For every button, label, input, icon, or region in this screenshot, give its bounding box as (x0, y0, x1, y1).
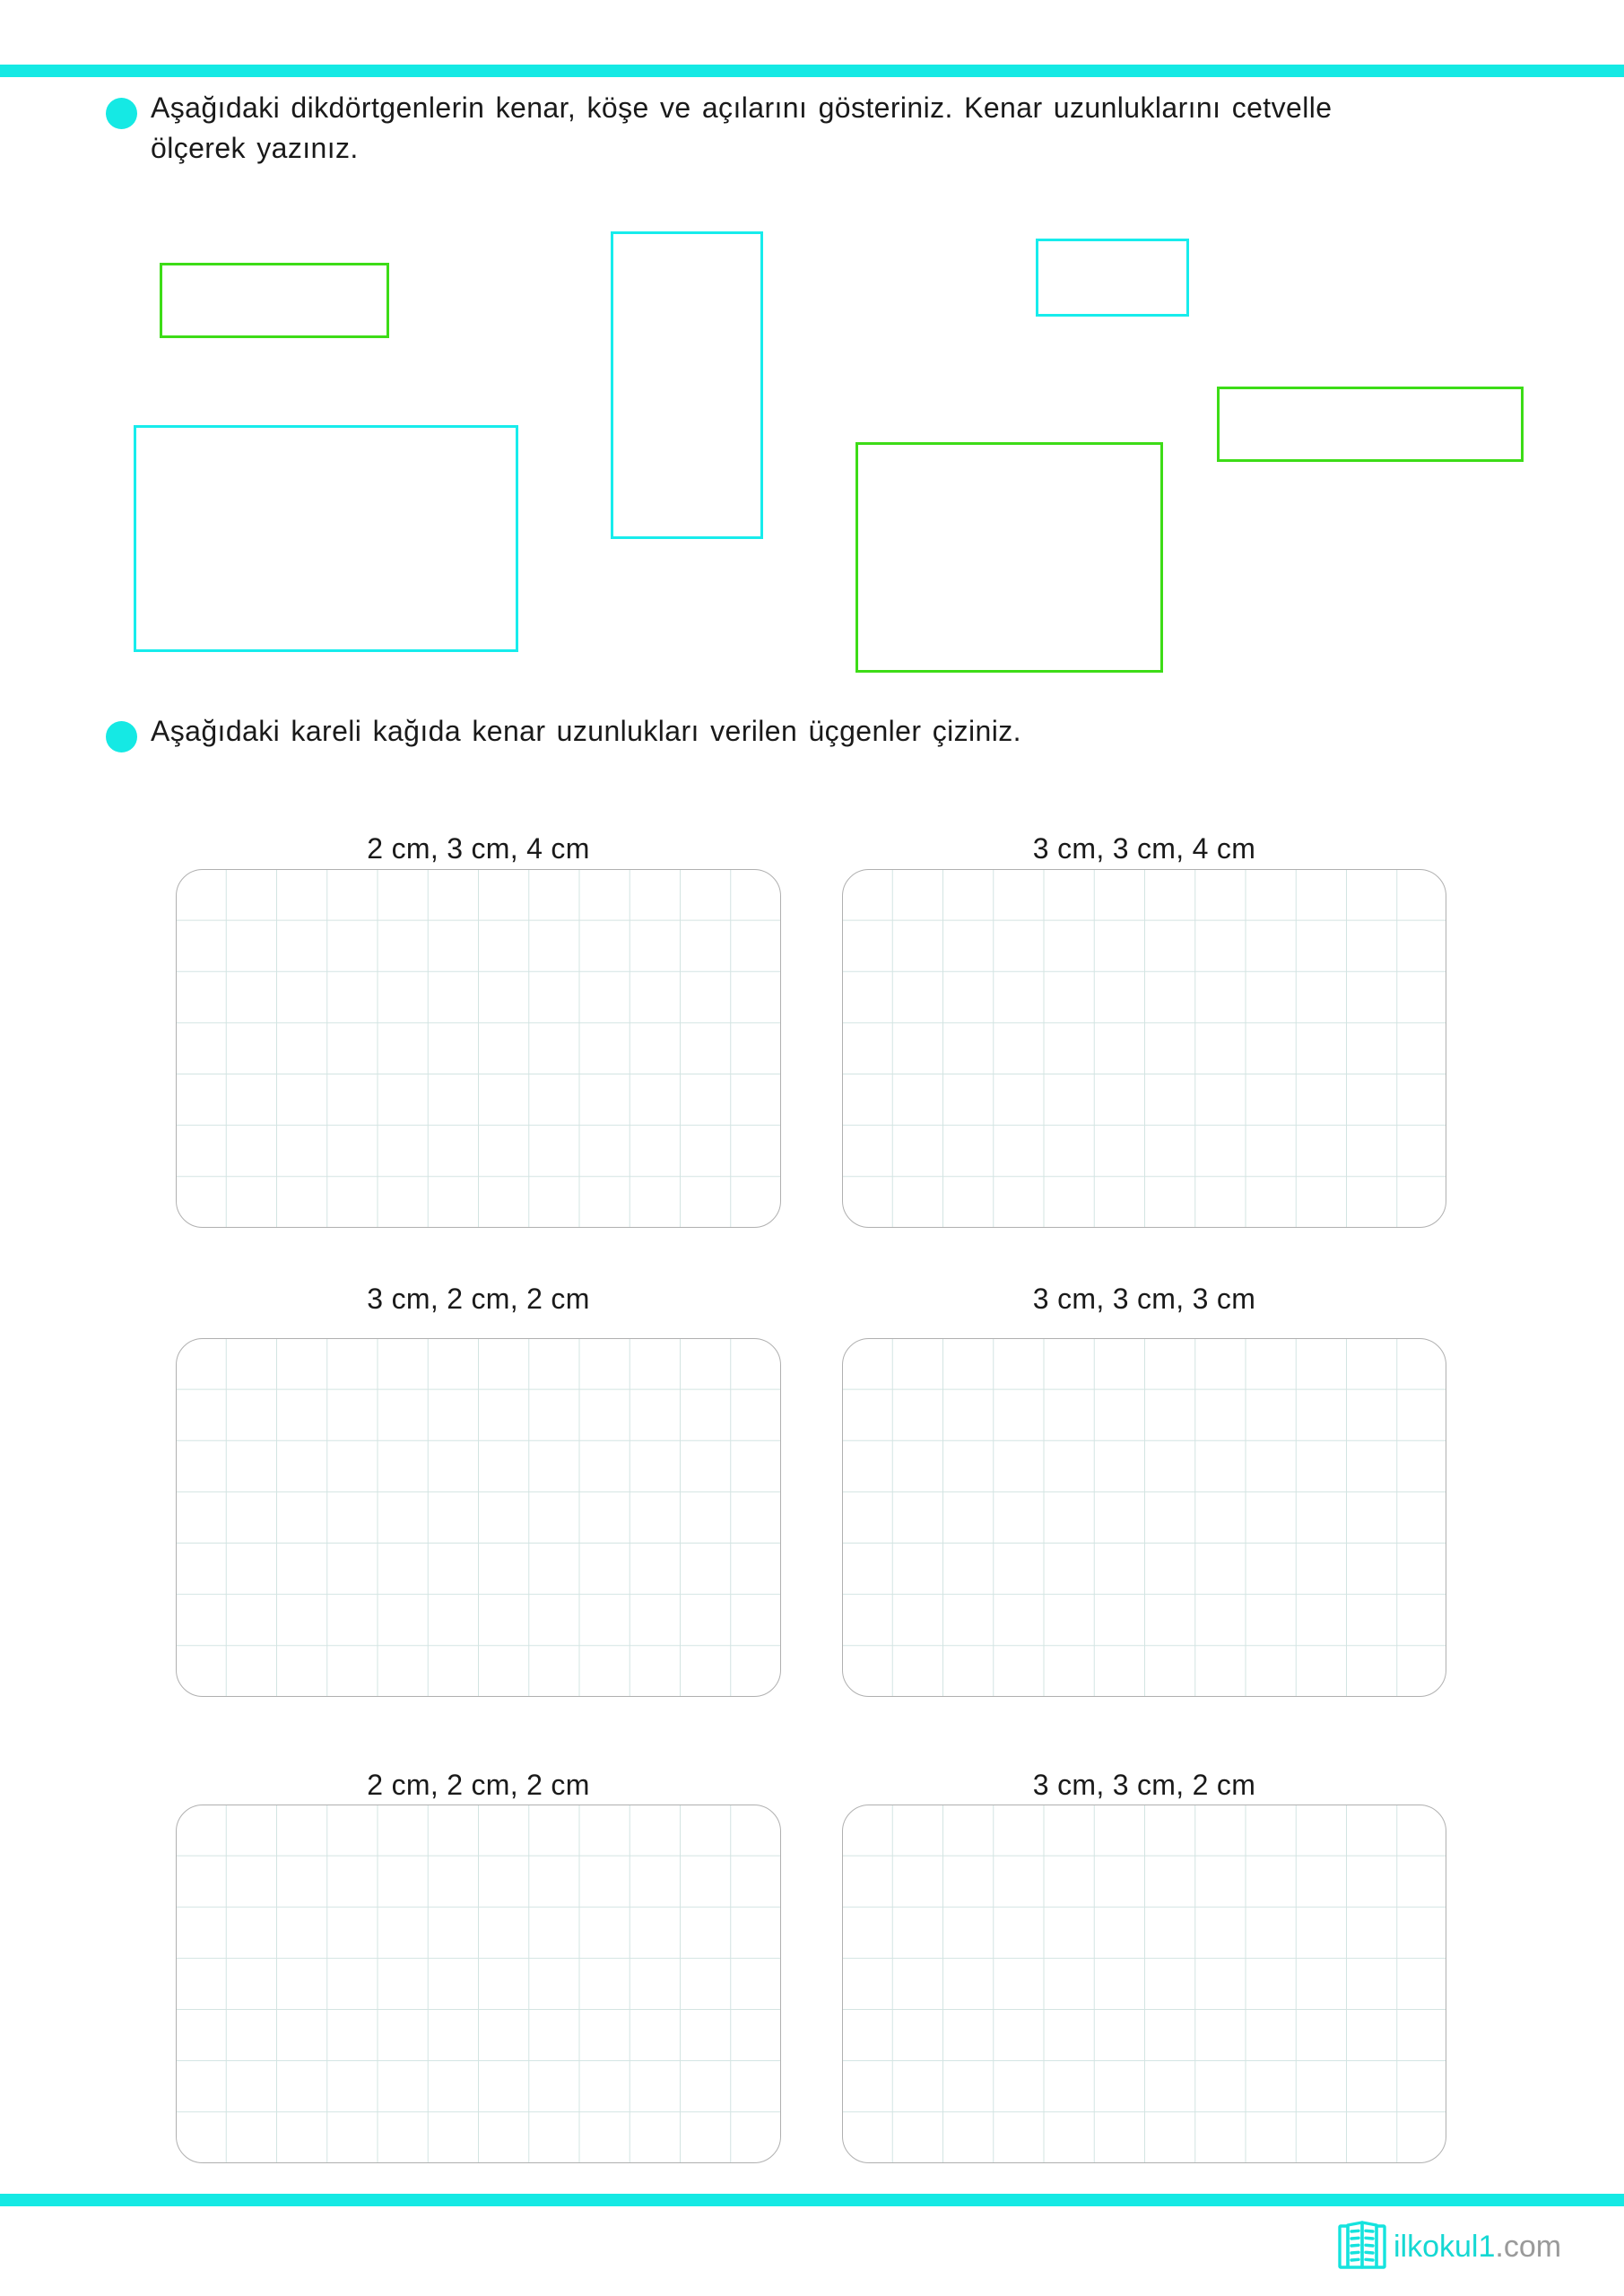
svg-text:ilkokul1.com: ilkokul1.com (1394, 2230, 1561, 2264)
